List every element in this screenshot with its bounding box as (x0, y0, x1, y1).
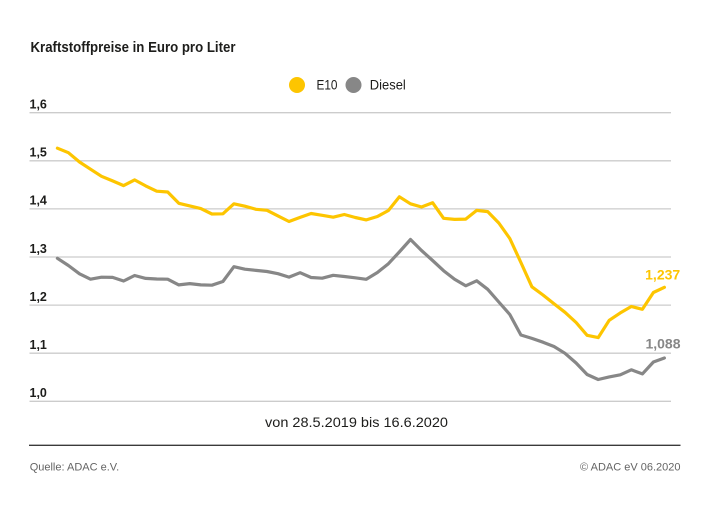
svg-text:1,088: 1,088 (645, 335, 680, 351)
svg-text:Quelle: ADAC e.V.: Quelle: ADAC e.V. (30, 462, 119, 474)
svg-text:1,3: 1,3 (30, 242, 47, 256)
svg-text:von 28.5.2019 bis 16.6.2020: von 28.5.2019 bis 16.6.2020 (265, 414, 448, 430)
svg-text:1,6: 1,6 (30, 98, 47, 112)
svg-text:1,237: 1,237 (645, 267, 680, 283)
svg-text:Kraftstoffpreise in Euro pro L: Kraftstoffpreise in Euro pro Liter (31, 40, 236, 56)
svg-text:© ADAC eV 06.2020: © ADAC eV 06.2020 (580, 462, 680, 474)
svg-text:1,1: 1,1 (30, 338, 47, 352)
svg-text:E10: E10 (317, 77, 338, 93)
svg-text:1,5: 1,5 (30, 146, 47, 160)
svg-text:1,4: 1,4 (30, 194, 47, 208)
svg-text:Diesel: Diesel (370, 77, 406, 93)
svg-text:1,0: 1,0 (30, 386, 47, 400)
svg-text:1,2: 1,2 (30, 290, 47, 304)
